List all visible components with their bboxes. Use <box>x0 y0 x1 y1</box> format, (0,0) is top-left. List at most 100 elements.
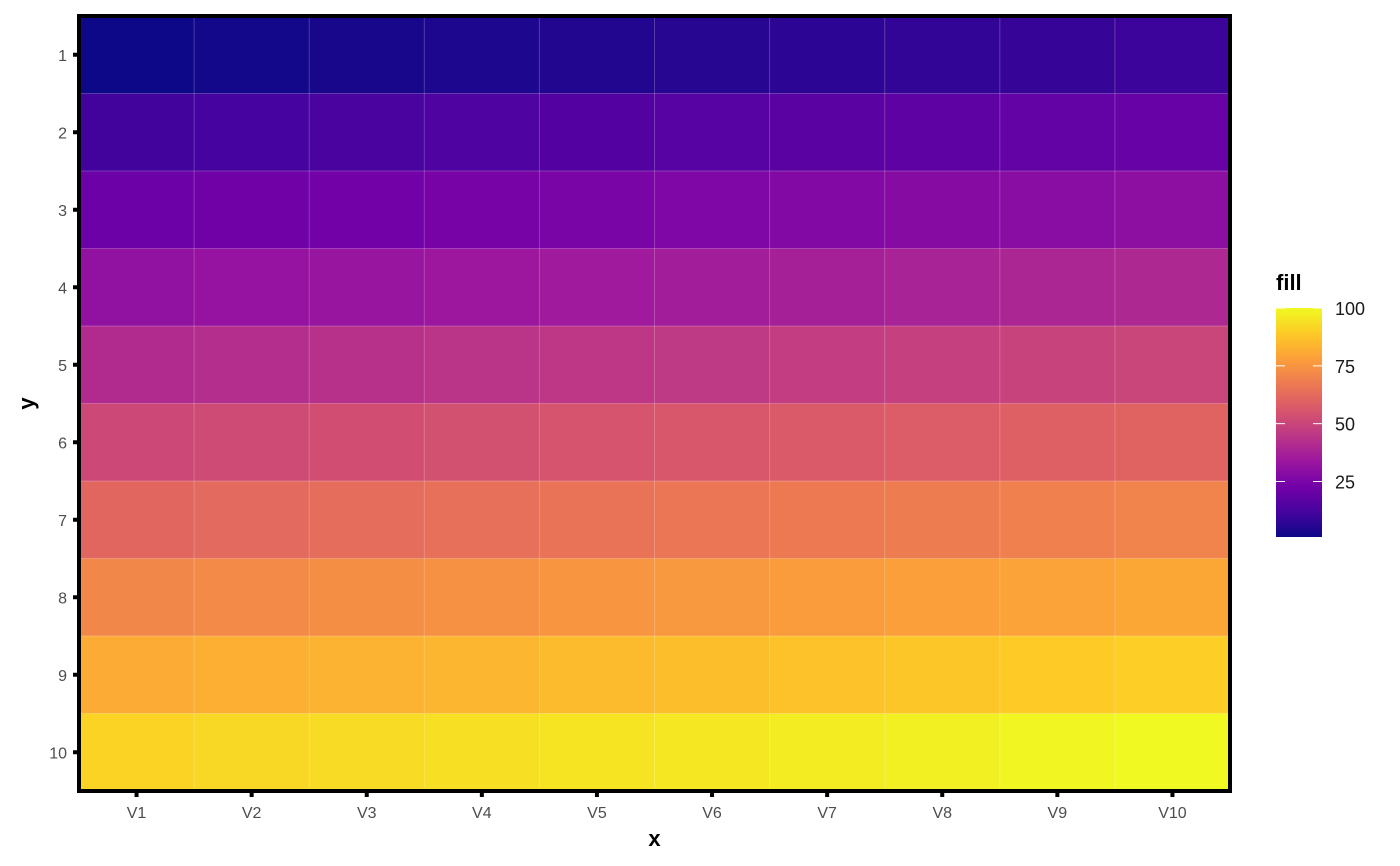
heatmap-cell <box>884 248 1001 327</box>
heatmap-cell <box>539 713 655 792</box>
heatmap-cell <box>769 713 886 792</box>
heatmap-cell <box>194 636 310 714</box>
heatmap-cell <box>769 171 886 249</box>
heatmap-cell <box>884 93 1001 172</box>
heatmap-cell <box>769 93 886 172</box>
heatmap-cell <box>1114 93 1231 172</box>
heatmap-cell <box>769 481 886 559</box>
legend: fill 25 50 75 100 <box>1276 270 1365 537</box>
x-axis-title: x <box>648 826 661 851</box>
heatmap-cell <box>769 326 886 404</box>
heatmap-cell <box>424 481 540 559</box>
x-tick-label: V3 <box>357 805 377 822</box>
heatmap-cell <box>194 171 310 249</box>
heatmap-cell <box>424 171 540 249</box>
heatmap-cell <box>79 713 195 792</box>
heatmap-cell <box>424 248 540 327</box>
heatmap-cell <box>309 636 425 714</box>
y-tick-label: 4 <box>58 280 67 297</box>
heatmap-cell <box>309 481 425 559</box>
heatmap-cell <box>999 403 1116 482</box>
heatmap-cell <box>1114 248 1231 327</box>
heatmap-cell <box>769 16 886 94</box>
x-tick-label: V10 <box>1158 805 1187 822</box>
heatmap-cell <box>769 248 886 327</box>
heatmap-cell <box>654 558 771 637</box>
heatmap-cell <box>79 93 195 172</box>
y-tick-label: 3 <box>58 203 67 220</box>
heatmap-cell <box>539 171 655 249</box>
heatmap-cell <box>194 403 310 482</box>
heatmap-cell <box>999 713 1116 792</box>
heatmap-cell <box>654 481 771 559</box>
heatmap-cell <box>309 171 425 249</box>
heatmap-cell <box>999 248 1116 327</box>
heatmap-cell <box>999 93 1116 172</box>
heatmap-cell <box>309 403 425 482</box>
heatmap-cell <box>539 636 655 714</box>
heatmap-cell <box>999 481 1116 559</box>
heatmap-cell <box>539 481 655 559</box>
heatmap-cell <box>769 558 886 637</box>
heatmap-cell <box>1114 326 1231 404</box>
heatmap-cell <box>999 558 1116 637</box>
heatmap-cell <box>79 403 195 482</box>
y-tick-label: 7 <box>58 513 67 530</box>
y-tick-label: 9 <box>58 668 67 685</box>
x-tick-label: V5 <box>587 805 607 822</box>
heatmap-cell <box>769 636 886 714</box>
heatmap-cell <box>79 558 195 637</box>
heatmap-cell <box>539 326 655 404</box>
heatmap-cell <box>424 636 540 714</box>
heatmap-cell <box>999 326 1116 404</box>
heatmap-cell <box>884 403 1001 482</box>
heatmap-cell <box>194 93 310 172</box>
heatmap-cell <box>539 558 655 637</box>
heatmap-cell <box>539 93 655 172</box>
y-axis: 1 2 3 4 5 6 7 8 9 10 <box>49 48 79 762</box>
heatmap-cell <box>884 326 1001 404</box>
heatmap-cell <box>1114 403 1231 482</box>
heatmap-cell <box>539 248 655 327</box>
heatmap-cell <box>424 403 540 482</box>
heatmap-cell <box>309 713 425 792</box>
y-tick-label: 6 <box>58 435 67 452</box>
heatmap-cell <box>309 558 425 637</box>
heatmap-cell <box>309 326 425 404</box>
heatmap-cell <box>309 93 425 172</box>
y-tick-label: 10 <box>49 745 67 762</box>
legend-tick-label: 50 <box>1335 415 1355 435</box>
heatmap-cell <box>654 248 771 327</box>
y-axis-title: y <box>14 397 39 410</box>
heatmap-cell <box>539 16 655 94</box>
x-tick-label: V7 <box>817 805 837 822</box>
heatmap-cell <box>424 93 540 172</box>
x-tick-label: V9 <box>1048 805 1068 822</box>
legend-tick-label: 75 <box>1335 357 1355 377</box>
heatmap-cell <box>654 171 771 249</box>
heatmap-cell <box>884 713 1001 792</box>
heatmap-cell <box>884 16 1001 94</box>
heatmap-cell <box>654 16 771 94</box>
heatmap-cell <box>999 636 1116 714</box>
y-tick-label: 1 <box>58 48 67 65</box>
heatmap-cell <box>999 171 1116 249</box>
heatmap-cells <box>79 16 1231 792</box>
heatmap-cell <box>309 16 425 94</box>
heatmap-cell <box>424 558 540 637</box>
y-tick-label: 2 <box>58 125 67 142</box>
legend-colorbar <box>1276 308 1322 537</box>
heatmap-cell <box>424 326 540 404</box>
heatmap-cell <box>309 248 425 327</box>
heatmap-cell <box>539 403 655 482</box>
x-tick-label: V6 <box>702 805 722 822</box>
x-tick-label: V8 <box>932 805 952 822</box>
legend-ticks: 25 50 75 100 <box>1276 299 1365 492</box>
legend-tick-label: 25 <box>1335 472 1355 492</box>
heatmap-cell <box>1114 481 1231 559</box>
heatmap-cell <box>884 171 1001 249</box>
x-tick-label: V2 <box>242 805 262 822</box>
heatmap-cell <box>194 16 310 94</box>
heatmap-cell <box>79 636 195 714</box>
heatmap-cell <box>654 713 771 792</box>
